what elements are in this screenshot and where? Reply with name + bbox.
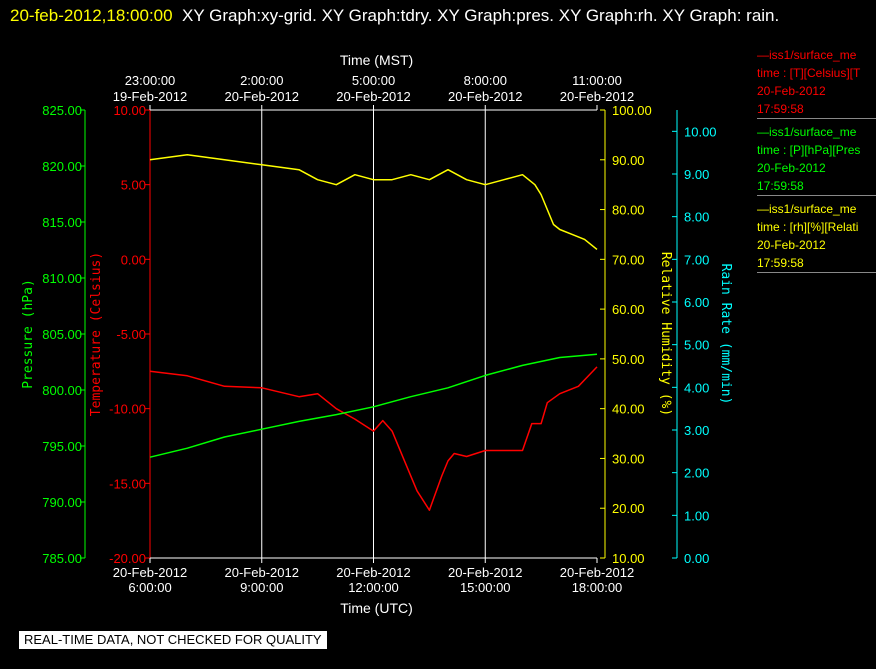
humidity-tick-label: 70.00 [612,252,645,267]
x-tick-time-label: 9:00:00 [240,580,283,595]
temperature-axis-title: Temperature (Celsius) [89,252,104,416]
graph-title: 20-feb-2012,18:00:00 XY Graph:xy-grid. X… [10,2,870,30]
x-tick-date-label: 20-Feb-2012 [225,565,299,580]
rain-tick-label: 10.00 [684,124,717,139]
humidity-tick-label: 100.00 [612,103,652,118]
x-tick-date-label: 20-Feb-2012 [336,565,410,580]
title-graph-list: XY Graph:xy-grid. XY Graph:tdry. XY Grap… [182,6,780,25]
rain-tick-label: 8.00 [684,210,709,225]
pressure-tick-label: 825.00 [42,103,82,118]
legend-field-label: time : [T][Celsius][T [757,66,861,80]
temperature-tick-label: 0.00 [121,252,146,267]
humidity-tick-label: 40.00 [612,402,645,417]
x-axis-title-mst: Time (MST) [340,52,413,68]
temperature-tick-label: -20.00 [109,551,146,566]
legend-time-label: 17:59:58 [757,179,804,193]
humidity-tick-label: 20.00 [612,501,645,516]
rain-tick-label: 7.00 [684,252,709,267]
legend-time-label: 17:59:58 [757,256,804,270]
x-top-date-label: 20-Feb-2012 [560,89,634,104]
x-tick-time-label: 6:00:00 [128,580,171,595]
humidity-tick-label: 90.00 [612,153,645,168]
legend-entry-humidity[interactable]: —iss1/surface_me time : [rh][%][Relati 2… [757,200,876,273]
legend-line-label: —iss1/surface_me [757,48,857,62]
humidity-axis-title: Relative Humidity (%) [658,252,673,416]
x-top-date-label: 20-Feb-2012 [336,89,410,104]
legend-entry-temperature[interactable]: —iss1/surface_me time : [T][Celsius][T 2… [757,46,876,119]
x-top-date-label: 20-Feb-2012 [225,89,299,104]
temperature-tick-label: -10.00 [109,402,146,417]
title-timestamp: 20-feb-2012,18:00:00 [10,6,173,25]
humidity-tick-label: 60.00 [612,302,645,317]
legend-date-label: 20-Feb-2012 [757,84,826,98]
legend-field-label: time : [P][hPa][Pres [757,143,861,157]
humidity-tick-label: 30.00 [612,451,645,466]
rain-tick-label: 9.00 [684,167,709,182]
x-tick-date-label: 20-Feb-2012 [113,565,187,580]
legend-line-label: —iss1/surface_me [757,202,857,216]
pressure-tick-label: 815.00 [42,215,82,230]
rain-tick-label: 0.00 [684,551,709,566]
rain-tick-label: 3.00 [684,423,709,438]
temperature-tick-label: -5.00 [116,327,146,342]
x-top-date-label: 19-Feb-2012 [113,89,187,104]
x-top-time-label: 2:00:00 [240,73,283,88]
legend-time-label: 17:59:58 [757,102,804,116]
pressure-tick-label: 805.00 [42,327,82,342]
x-axis-title-utc: Time (UTC) [340,600,413,616]
humidity-tick-label: 50.00 [612,352,645,367]
rain-tick-label: 4.00 [684,380,709,395]
rain-tick-label: 1.00 [684,508,709,523]
x-top-time-label: 11:00:00 [572,73,622,88]
pressure-tick-label: 790.00 [42,495,82,510]
x-top-time-label: 23:00:00 [125,73,176,88]
x-top-date-label: 20-Feb-2012 [448,89,522,104]
legend-date-label: 20-Feb-2012 [757,238,826,252]
humidity-tick-label: 80.00 [612,203,645,218]
legend-entry-pressure[interactable]: —iss1/surface_me time : [P][hPa][Pres 20… [757,123,876,196]
x-tick-time-label: 15:00:00 [460,580,511,595]
pressure-series-line [149,353,598,458]
pressure-tick-label: 800.00 [42,383,82,398]
x-top-time-label: 8:00:00 [464,73,507,88]
pressure-tick-label: 795.00 [42,439,82,454]
x-tick-time-label: 12:00:00 [348,580,399,595]
x-tick-time-label: 18:00:00 [572,580,623,595]
x-tick-date-label: 20-Feb-2012 [560,565,634,580]
temperature-tick-label: -15.00 [109,476,146,491]
pressure-tick-label: 820.00 [42,159,82,174]
legend-line-label: —iss1/surface_me [757,125,857,139]
rain-tick-label: 6.00 [684,295,709,310]
legend-panel: —iss1/surface_me time : [T][Celsius][T 2… [757,46,876,277]
temperature-tick-label: 10.00 [113,103,146,118]
rain-axis-title: Rain Rate (mm/min) [718,264,733,405]
pressure-tick-label: 810.00 [42,271,82,286]
legend-date-label: 20-Feb-2012 [757,161,826,175]
pressure-tick-label: 785.00 [42,551,82,566]
temperature-tick-label: 5.00 [121,178,146,193]
rain-tick-label: 2.00 [684,466,709,481]
quality-warning-banner: REAL-TIME DATA, NOT CHECKED FOR QUALITY [19,631,327,649]
x-tick-date-label: 20-Feb-2012 [448,565,522,580]
humidity-series-line [149,154,598,250]
humidity-tick-label: 10.00 [612,551,645,566]
x-top-time-label: 5:00:00 [352,73,395,88]
pressure-axis-title: Pressure (hPa) [21,279,36,389]
rain-tick-label: 5.00 [684,338,709,353]
temperature-series-line [149,366,598,511]
legend-field-label: time : [rh][%][Relati [757,220,859,234]
